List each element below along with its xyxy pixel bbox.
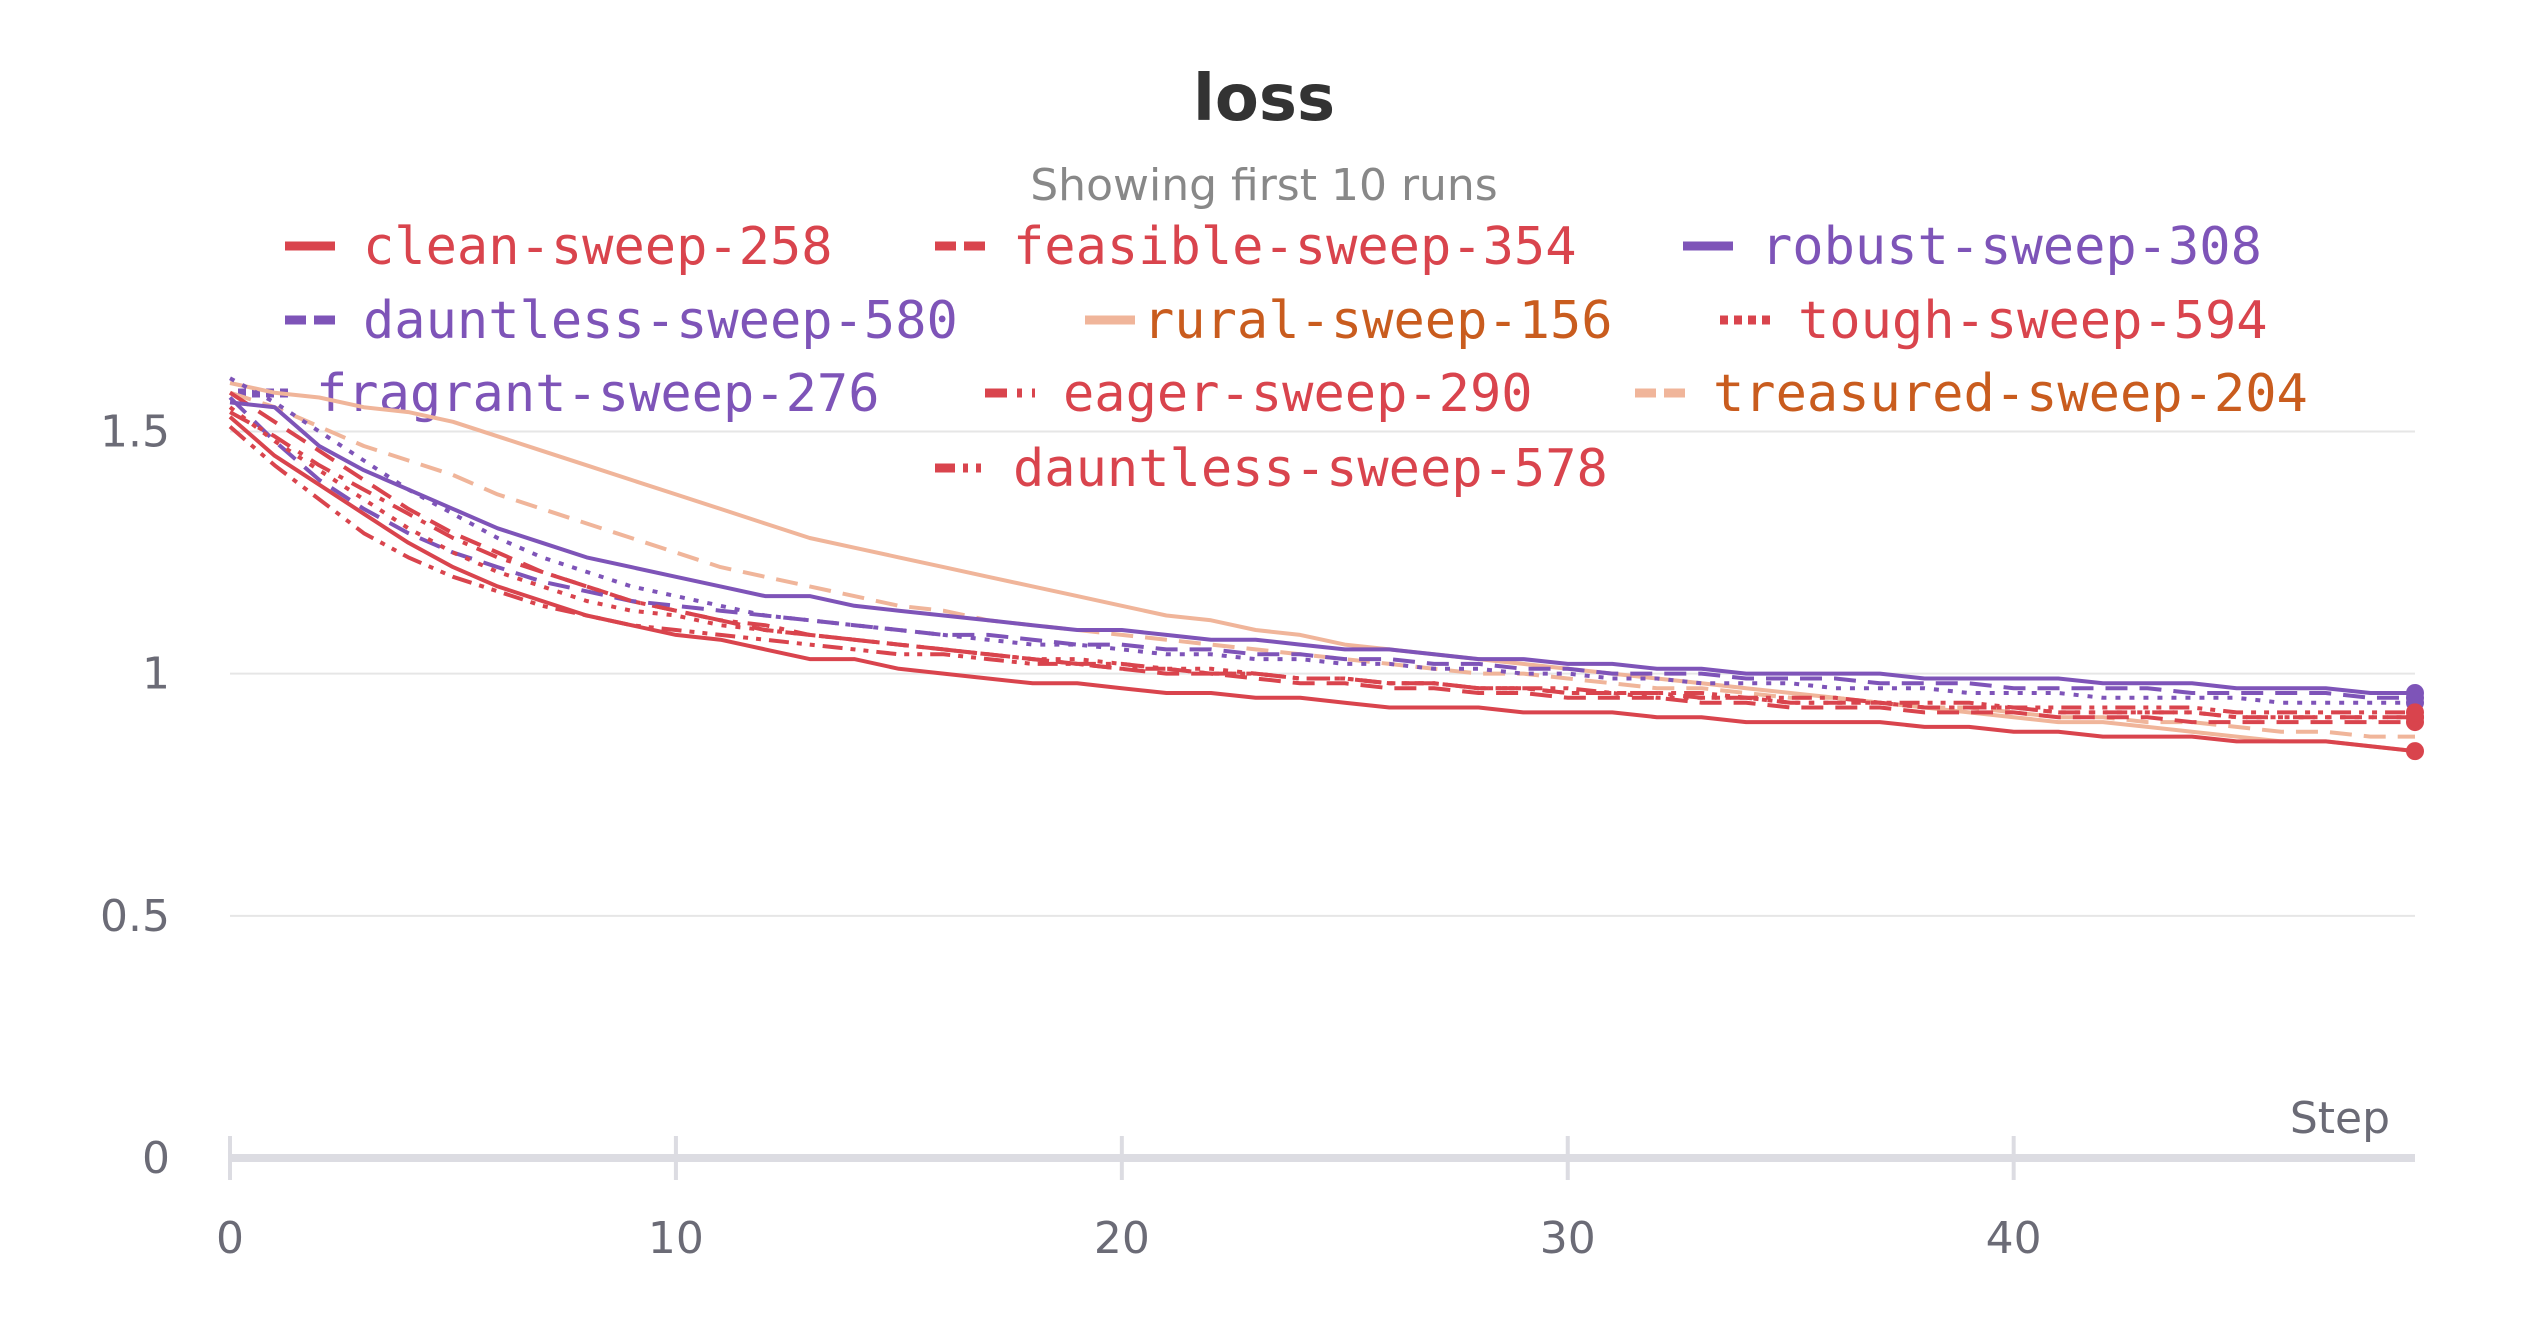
series-line-treasured-sweep-204: [229, 390, 2415, 739]
y-tick-label: 0.5: [100, 891, 170, 942]
series-end-marker: [2406, 703, 2424, 722]
series-line-dauntless-sweep-580: [228, 396, 2415, 700]
legend-label[interactable]: dauntless-sweep-580: [363, 291, 958, 351]
y-tick-label: 1.5: [100, 406, 170, 457]
chart-subtitle: Showing first 10 runs: [1030, 160, 1498, 211]
series-line-dauntless-sweep-578: [228, 425, 2415, 715]
axes: 0 0.5 1 1.5 0 10 20 30 40: [100, 406, 2415, 1264]
x-tick-label: 20: [1094, 1213, 1150, 1264]
legend-label[interactable]: rural-sweep-156: [1143, 291, 1613, 351]
legend-label[interactable]: tough-sweep-594: [1798, 291, 2268, 351]
legend-label[interactable]: treasured-sweep-204: [1713, 364, 2308, 424]
legend-label[interactable]: fragrant-sweep-276: [316, 364, 880, 424]
legend-label[interactable]: eager-sweep-290: [1063, 364, 1533, 424]
series-line-feasible-sweep-354: [228, 391, 2415, 725]
series-end-marker: [2406, 742, 2424, 761]
chart-title: loss: [1192, 62, 1336, 136]
legend: clean-sweep-258 feasible-sweep-354 robust-…: [238, 217, 2308, 499]
x-tick-label: 30: [1540, 1213, 1596, 1264]
grid-lines: [230, 430, 2415, 917]
x-tick-label: 10: [648, 1213, 704, 1264]
series-line-fragrant-sweep-276: [229, 376, 2415, 705]
x-tick-label: 40: [1986, 1213, 2042, 1264]
legend-label[interactable]: feasible-sweep-354: [1013, 217, 1577, 277]
x-axis-label: Step: [2290, 1093, 2390, 1144]
y-tick-label: 1: [142, 649, 170, 700]
series-lines: [228, 376, 2424, 761]
legend-label[interactable]: clean-sweep-258: [363, 217, 833, 277]
y-tick-label: 0: [142, 1133, 170, 1184]
legend-label[interactable]: dauntless-sweep-578: [1013, 439, 1608, 499]
series-line-clean-sweep-258: [228, 415, 2416, 754]
legend-label[interactable]: robust-sweep-308: [1761, 217, 2262, 277]
x-tick-label: 0: [216, 1213, 244, 1264]
series-line-rural-sweep-156: [229, 381, 2416, 754]
series-line-robust-sweep-308: [229, 400, 2415, 695]
